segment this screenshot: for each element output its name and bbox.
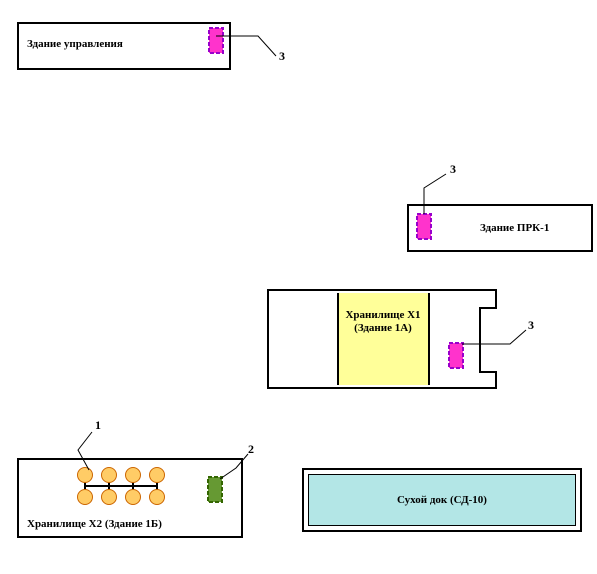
callout-num-x2-2: 2	[248, 442, 254, 457]
cask-dot	[77, 467, 93, 483]
label-x2: Хранилище X2 (Здание 1Б)	[27, 518, 227, 530]
label-x1-line2: (Здание 1А)	[340, 322, 426, 334]
label-dock: Сухой док (СД-10)	[302, 494, 582, 506]
callout-num-mgmt: 3	[279, 49, 285, 64]
cask-dot	[77, 489, 93, 505]
cask-dot	[125, 489, 141, 505]
cask-dot	[101, 489, 117, 505]
callout-num-x2-1: 1	[95, 418, 101, 433]
hatch-mgmt-icon	[208, 27, 224, 54]
label-prk1: Здание ПРК-1	[480, 222, 590, 234]
hatch-prk1-icon	[416, 213, 432, 240]
label-management: Здание управления	[27, 38, 167, 50]
callout-num-x1: 3	[528, 318, 534, 333]
cask-dot	[101, 467, 117, 483]
hatch-x2-icon	[207, 476, 223, 503]
hatch-x1-icon	[448, 342, 464, 369]
notch-x1	[479, 307, 497, 373]
room-x1-yellow	[337, 293, 430, 385]
callout-num-prk1: 3	[450, 162, 456, 177]
cask-dot	[149, 489, 165, 505]
cask-dot	[125, 467, 141, 483]
connector-row	[85, 485, 157, 487]
cask-dot	[149, 467, 165, 483]
label-x1-line1: Хранилище X1	[340, 309, 426, 321]
